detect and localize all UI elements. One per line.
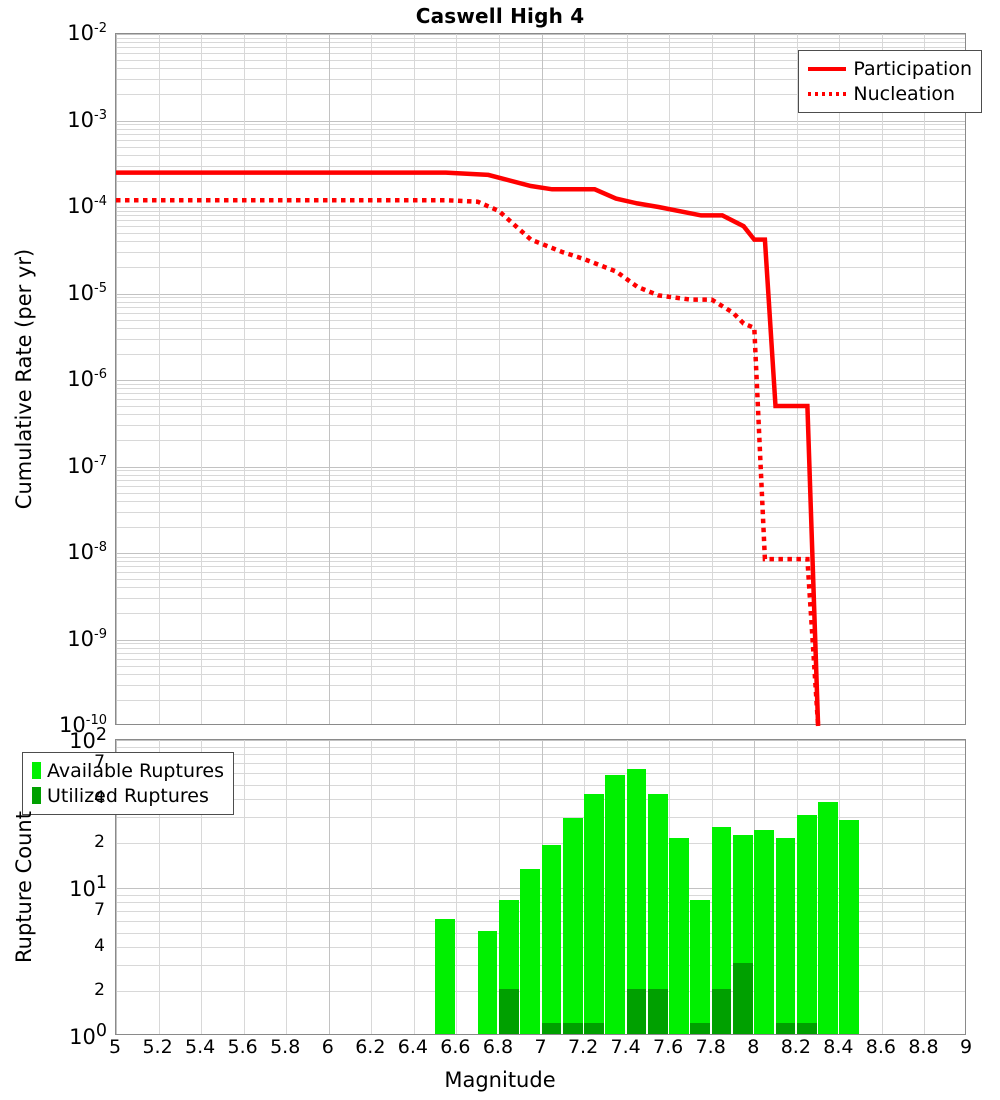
bar-group[interactable] bbox=[712, 738, 732, 1034]
bar-available bbox=[520, 869, 540, 1034]
y-tick-top: 10-9 bbox=[0, 627, 107, 651]
y-tick-bottom: 100 bbox=[0, 1021, 107, 1049]
bar-group[interactable] bbox=[754, 738, 774, 1034]
legend-label-nucleation: Nucleation bbox=[853, 83, 955, 105]
bar-utilized bbox=[690, 1023, 710, 1034]
bar-available bbox=[542, 845, 562, 1034]
bar-available bbox=[690, 900, 710, 1034]
bar-group[interactable] bbox=[733, 738, 753, 1034]
y-tick-top: 10-4 bbox=[0, 194, 107, 218]
y-tick-top: 10-8 bbox=[0, 540, 107, 564]
x-tick: 5 bbox=[109, 1036, 121, 1058]
bar-group[interactable] bbox=[520, 738, 540, 1034]
bar-utilized bbox=[563, 1023, 583, 1034]
bar-available bbox=[563, 818, 583, 1034]
bar-series bbox=[116, 740, 965, 1034]
legend-bottom: Available Ruptures Utilized Ruptures bbox=[22, 752, 234, 815]
x-tick: 5.2 bbox=[142, 1036, 172, 1058]
y-tick-bottom-minor: 2 bbox=[0, 980, 105, 1000]
x-tick: 8 bbox=[747, 1036, 759, 1058]
bar-utilized bbox=[797, 1023, 817, 1034]
bar-available bbox=[669, 838, 689, 1034]
x-tick: 5.8 bbox=[270, 1036, 300, 1058]
y-tick-top: 10-3 bbox=[0, 108, 107, 132]
y-axis-title-bottom: Rupture Count bbox=[12, 811, 36, 963]
y-tick-bottom: 102 bbox=[0, 725, 107, 753]
x-tick: 5.6 bbox=[228, 1036, 258, 1058]
mfd-curves bbox=[116, 34, 965, 724]
x-tick: 8.6 bbox=[866, 1036, 896, 1058]
legend-label-utilized: Utilized Ruptures bbox=[47, 785, 209, 807]
y-tick-top: 10-10 bbox=[0, 713, 107, 737]
bar-group[interactable] bbox=[690, 738, 710, 1034]
curve-nucleation bbox=[116, 200, 818, 726]
x-tick: 7.2 bbox=[568, 1036, 598, 1058]
bar-utilized bbox=[499, 989, 519, 1034]
x-tick: 7.6 bbox=[653, 1036, 683, 1058]
legend-item-participation[interactable]: Participation bbox=[806, 56, 972, 81]
nucleation-line-icon bbox=[806, 85, 848, 103]
bar-available bbox=[605, 775, 625, 1034]
bar-group[interactable] bbox=[776, 738, 796, 1034]
bar-group[interactable] bbox=[584, 738, 604, 1034]
curve-participation bbox=[116, 173, 818, 726]
x-tick: 7.8 bbox=[696, 1036, 726, 1058]
x-tick: 8.2 bbox=[781, 1036, 811, 1058]
bar-utilized bbox=[648, 989, 668, 1034]
bar-group[interactable] bbox=[818, 738, 838, 1034]
participation-line-icon bbox=[806, 60, 848, 78]
bar-available bbox=[776, 838, 796, 1034]
page-title: Caswell High 4 bbox=[0, 4, 1000, 28]
legend-item-utilized-ruptures[interactable]: Utilized Ruptures bbox=[30, 783, 224, 808]
available-swatch-icon bbox=[32, 762, 41, 779]
bar-group[interactable] bbox=[478, 738, 498, 1034]
x-tick: 6.8 bbox=[483, 1036, 513, 1058]
x-tick: 5.4 bbox=[185, 1036, 215, 1058]
bar-available bbox=[797, 815, 817, 1034]
bar-available bbox=[478, 931, 498, 1034]
legend-top: Participation Nucleation bbox=[798, 50, 982, 113]
x-tick: 6.6 bbox=[440, 1036, 470, 1058]
bar-utilized bbox=[733, 963, 753, 1034]
bar-available bbox=[839, 820, 859, 1034]
x-tick: 8.8 bbox=[908, 1036, 938, 1058]
x-tick: 6.2 bbox=[355, 1036, 385, 1058]
x-tick: 8.4 bbox=[823, 1036, 853, 1058]
bar-utilized bbox=[542, 1023, 562, 1034]
bar-group[interactable] bbox=[605, 738, 625, 1034]
bar-group[interactable] bbox=[435, 738, 455, 1034]
bar-group[interactable] bbox=[669, 738, 689, 1034]
bar-group[interactable] bbox=[648, 738, 668, 1034]
legend-item-nucleation[interactable]: Nucleation bbox=[806, 81, 972, 106]
figure: Caswell High 4 Participation Nucleation … bbox=[0, 0, 1000, 1100]
bar-group[interactable] bbox=[499, 738, 519, 1034]
bar-group[interactable] bbox=[542, 738, 562, 1034]
x-axis-title: Magnitude bbox=[0, 1068, 1000, 1092]
bar-utilized bbox=[627, 989, 647, 1034]
bar-available bbox=[754, 830, 774, 1034]
bar-group[interactable] bbox=[797, 738, 817, 1034]
legend-item-available-ruptures[interactable]: Available Ruptures bbox=[30, 758, 224, 783]
bar-utilized bbox=[776, 1023, 796, 1034]
bar-available bbox=[435, 919, 455, 1034]
bar-utilized bbox=[584, 1023, 604, 1034]
bar-group[interactable] bbox=[563, 738, 583, 1034]
bar-utilized bbox=[712, 989, 732, 1034]
x-tick: 6 bbox=[322, 1036, 334, 1058]
y-axis-title-top: Cumulative Rate (per yr) bbox=[12, 249, 36, 509]
cumulative-rate-plot bbox=[115, 33, 966, 725]
legend-label-participation: Participation bbox=[853, 58, 972, 80]
x-tick: 6.4 bbox=[398, 1036, 428, 1058]
legend-label-available: Available Ruptures bbox=[47, 760, 224, 782]
x-tick: 9 bbox=[960, 1036, 972, 1058]
rupture-count-plot bbox=[115, 739, 966, 1035]
x-tick: 7 bbox=[534, 1036, 546, 1058]
bar-available bbox=[584, 794, 604, 1034]
x-tick: 7.4 bbox=[610, 1036, 640, 1058]
bar-available bbox=[818, 802, 838, 1034]
bar-group[interactable] bbox=[627, 738, 647, 1034]
bar-group[interactable] bbox=[839, 738, 859, 1034]
utilized-swatch-icon bbox=[32, 787, 41, 804]
